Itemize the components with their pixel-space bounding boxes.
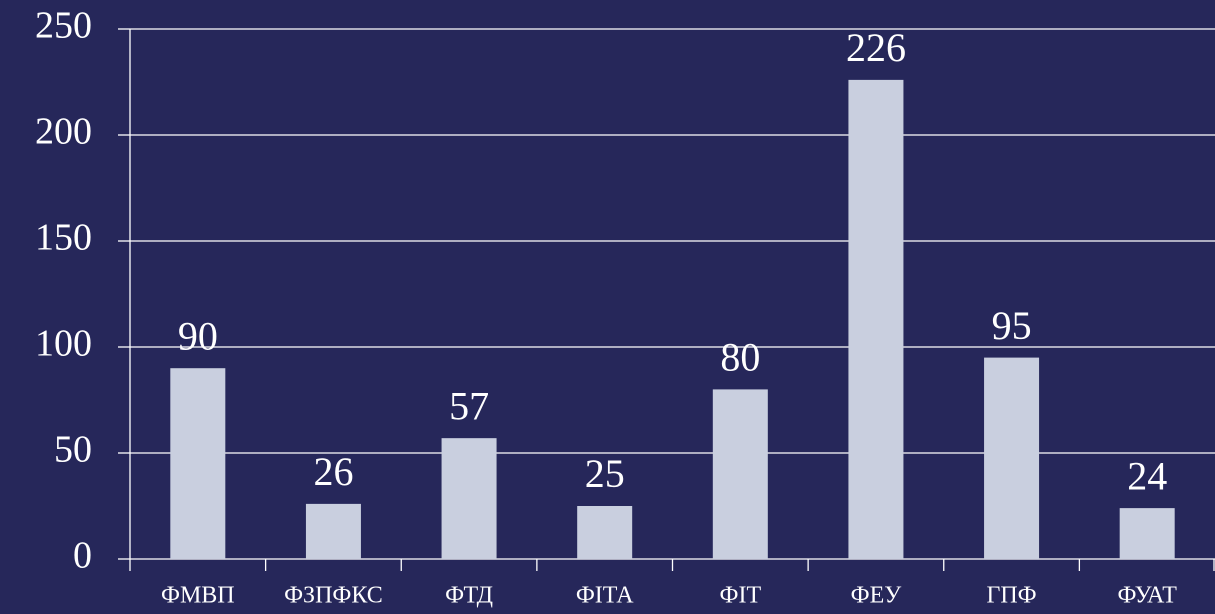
- x-tick-label: ФТД: [445, 583, 493, 609]
- bar: [1119, 508, 1175, 559]
- x-tick-label: ФЕУ: [851, 583, 902, 609]
- bar: [577, 506, 633, 559]
- y-tick-label: 100: [35, 323, 92, 365]
- y-tick-label: 50: [54, 429, 92, 471]
- x-tick-label: ФУАТ: [1117, 583, 1177, 609]
- bar: [984, 357, 1040, 559]
- x-tick-label: ФІТА: [576, 583, 634, 609]
- bar: [170, 368, 226, 559]
- bar: [441, 438, 497, 559]
- data-label: 90: [178, 313, 218, 358]
- data-label: 24: [1127, 453, 1167, 498]
- y-tick-label: 0: [73, 535, 92, 577]
- bar: [305, 503, 361, 559]
- x-tick-label: ФЗПФКС: [284, 583, 383, 609]
- y-tick-label: 200: [35, 111, 92, 153]
- x-tick-label: ГПФ: [986, 583, 1036, 609]
- data-label: 26: [313, 449, 353, 494]
- bar: [848, 79, 904, 559]
- y-tick-label: 250: [35, 5, 92, 47]
- bar: [712, 389, 768, 559]
- data-label: 95: [992, 303, 1032, 348]
- y-tick-label: 150: [35, 217, 92, 259]
- data-label: 57: [449, 383, 489, 428]
- data-label: 80: [720, 335, 760, 380]
- x-tick-label: ФМВП: [161, 583, 235, 609]
- x-tick-label: ФІТ: [720, 583, 762, 609]
- data-label: 25: [585, 451, 625, 496]
- data-label: 226: [846, 25, 906, 70]
